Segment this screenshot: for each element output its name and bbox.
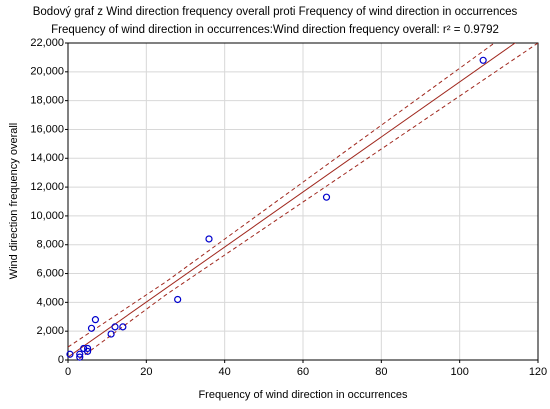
y-tick-label: 8,000 [36, 239, 64, 251]
y-tick-label: 2,000 [36, 325, 64, 337]
x-tick-label: 120 [529, 366, 547, 378]
point [66, 350, 74, 358]
confidence-band [76, 43, 538, 360]
regression-line [68, 43, 516, 358]
x-axis-label: Frequency of wind direction in occurrenc… [198, 389, 408, 401]
x-tick-label: 40 [219, 366, 231, 378]
x-tick-label: 0 [65, 366, 71, 378]
y-axis-label: Wind direction frequency overall [8, 123, 20, 280]
point [111, 323, 119, 331]
point [87, 324, 96, 332]
y-tick-label: 22,000 [30, 37, 64, 49]
y-tick-label: 10,000 [30, 210, 64, 222]
y-tick-label: 18,000 [30, 95, 64, 107]
point [174, 295, 182, 304]
plot-frame [67, 42, 539, 361]
chart-subtitle: Frequency of wind direction in occurrenc… [51, 24, 499, 36]
x-tick-label: 80 [375, 366, 387, 378]
point [205, 235, 213, 243]
y-tick-label: 0 [58, 354, 64, 366]
x-tick-label: 60 [297, 366, 309, 378]
point [76, 353, 84, 361]
point [83, 344, 92, 353]
point [91, 316, 100, 324]
point [107, 330, 115, 338]
y-tick-label: 14,000 [30, 152, 64, 164]
point [479, 56, 487, 64]
point [322, 193, 331, 201]
y-tick-label: 6,000 [36, 267, 64, 279]
x-tick-label: 100 [450, 366, 468, 378]
y-tick-label: 12,000 [30, 181, 64, 193]
x-tick-label: 20 [140, 366, 152, 378]
y-tick-label: 4,000 [36, 296, 64, 308]
point [119, 323, 127, 331]
chart-title: Bodový graf z Wind direction frequency o… [33, 6, 518, 18]
point [83, 347, 92, 355]
point [76, 350, 84, 358]
y-tick-label: 20,000 [30, 66, 64, 78]
y-tick-label: 16,000 [30, 123, 64, 135]
